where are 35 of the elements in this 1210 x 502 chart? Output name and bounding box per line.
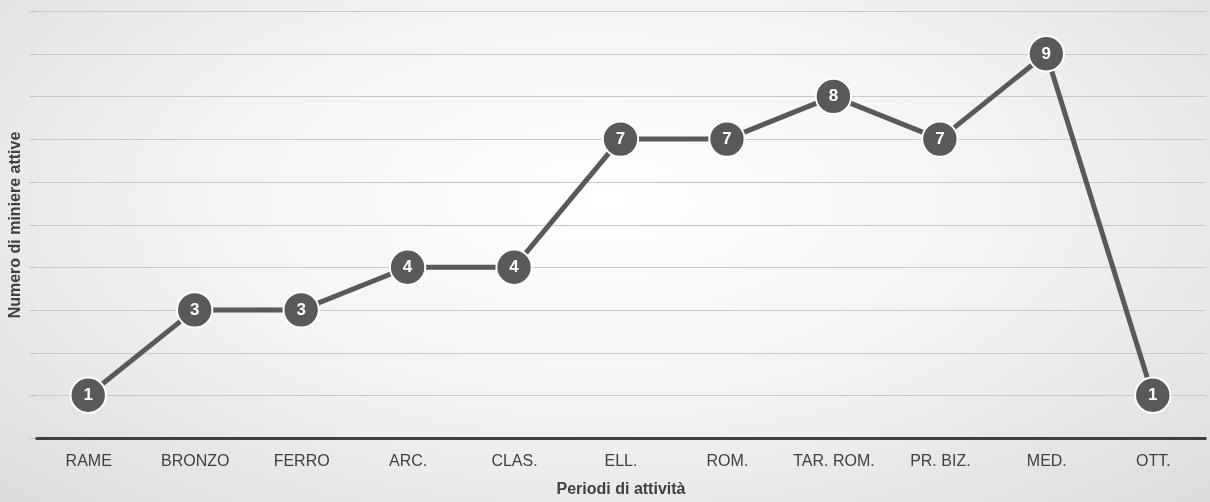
data-label: 4 (402, 257, 413, 277)
point (388, 248, 427, 286)
data-label: 7 (615, 129, 626, 149)
x-tick-label: MED. (1026, 451, 1067, 469)
x-tick-label: ELL. (604, 451, 638, 469)
data-label: 1 (83, 385, 93, 405)
point (69, 376, 107, 414)
point (282, 291, 320, 329)
point (1027, 35, 1065, 73)
x-tick-label: TAR. ROM. (793, 451, 875, 469)
data-label: 7 (935, 129, 945, 149)
point (814, 77, 853, 116)
point (601, 120, 640, 158)
x-tick-label: FERRO (273, 451, 330, 469)
data-label: 3 (189, 299, 200, 319)
x-tick-label: RAME (65, 451, 112, 469)
x-tick-label: ROM. (706, 451, 749, 469)
x-tick-label: BRONZO (160, 451, 230, 469)
data-label: 3 (296, 299, 306, 319)
data-label: 1 (1148, 385, 1158, 405)
x-tick-label: ARC. (388, 451, 428, 469)
point (708, 120, 746, 158)
point (921, 120, 959, 158)
data-label: 8 (828, 86, 839, 106)
data-label: 9 (1041, 43, 1052, 63)
data-label: 7 (722, 129, 732, 149)
x-axis-title: Periodi di attività (556, 479, 686, 497)
x-tick-label: CLAS. (491, 451, 538, 469)
point (176, 291, 214, 329)
data-label: 4 (509, 257, 520, 277)
point (495, 248, 533, 286)
point (1134, 376, 1172, 414)
y-axis-title: Numero di miniere attive (6, 131, 23, 319)
x-tick-label: PR. BIZ. (910, 451, 971, 469)
x-tick-label: OTT. (1135, 451, 1171, 469)
